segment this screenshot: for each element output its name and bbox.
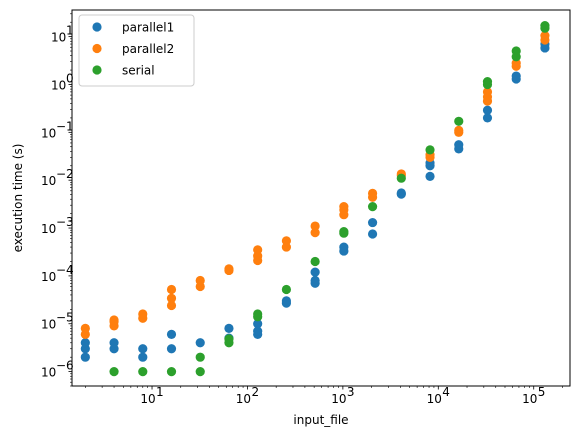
- y-tick-label: 10: [41, 126, 56, 140]
- legend-marker-parallel2: [92, 43, 102, 54]
- data-point-parallel1: [482, 105, 493, 115]
- y-tick-exponent: −5: [56, 311, 74, 325]
- data-point-parallel2: [454, 125, 464, 135]
- y-tick-exponent: −4: [56, 263, 74, 277]
- y-tick-label: 10: [41, 222, 56, 236]
- x-tick-label: 10: [140, 392, 155, 406]
- data-point-parallel2: [253, 245, 263, 255]
- legend-marker-parallel1: [92, 22, 102, 32]
- data-point-serial: [310, 256, 320, 267]
- x-axis-label: input_file: [293, 413, 348, 427]
- y-tick-exponent: −2: [56, 167, 74, 181]
- x-tick-label: 10: [427, 392, 442, 406]
- data-point-parallel1: [253, 326, 263, 336]
- data-point-parallel2: [166, 284, 177, 295]
- data-point-serial: [540, 20, 550, 31]
- legend-box: [78, 14, 195, 87]
- data-point-parallel1: [396, 188, 406, 198]
- data-point-parallel1: [138, 352, 148, 362]
- data-point-parallel2: [511, 58, 521, 68]
- data-point-serial: [253, 309, 263, 319]
- data-point-parallel2: [138, 309, 148, 319]
- x-tick-exponent: 2: [251, 385, 259, 399]
- data-point-serial: [396, 173, 406, 183]
- data-point-parallel1: [482, 113, 493, 123]
- data-point-serial: [224, 334, 234, 344]
- data-point-parallel1: [425, 171, 435, 181]
- y-tick-exponent: −6: [56, 359, 74, 373]
- data-point-parallel1: [310, 267, 320, 277]
- data-point-serial: [195, 366, 205, 377]
- data-point-parallel1: [367, 229, 378, 239]
- data-point-parallel1: [454, 140, 464, 150]
- x-tick-exponent: 4: [442, 385, 450, 399]
- x-tick-label: 10: [236, 392, 251, 406]
- x-tick-exponent: 1: [156, 385, 164, 399]
- x-axis-ticks: 10 1 10 2 10 3 10 4 10 5: [85, 385, 563, 406]
- data-point-parallel1: [195, 338, 205, 348]
- data-point-serial: [482, 76, 493, 87]
- data-point-parallel1: [80, 338, 90, 348]
- x-tick-exponent: 5: [538, 385, 546, 399]
- legend-label-parallel2: parallel2: [122, 42, 174, 56]
- data-point-serial: [166, 366, 177, 377]
- data-point-parallel1: [253, 319, 263, 329]
- x-tick-label: 10: [331, 392, 346, 406]
- y-tick-label: 10: [41, 366, 56, 380]
- data-point-parallel1: [310, 275, 320, 286]
- data-point-parallel2: [224, 264, 234, 274]
- data-point-parallel1: [367, 217, 378, 228]
- data-point-parallel1: [166, 329, 177, 339]
- x-tick-exponent: 3: [347, 385, 355, 399]
- data-point-serial: [511, 46, 521, 56]
- legend: parallel1 parallel2 serial: [78, 14, 195, 87]
- data-point-parallel1: [138, 344, 148, 354]
- y-tick-label: 10: [41, 318, 56, 332]
- data-point-parallel2: [109, 315, 119, 325]
- data-point-parallel2: [482, 87, 493, 97]
- data-point-serial: [195, 352, 205, 362]
- axes-frame: [71, 9, 571, 387]
- data-point-parallel1: [511, 71, 521, 81]
- y-tick-exponent: 0: [66, 71, 74, 85]
- y-tick-label: 10: [51, 31, 66, 45]
- data-point-parallel2: [281, 236, 291, 246]
- data-point-parallel1: [166, 344, 177, 354]
- data-point-serial: [454, 116, 464, 126]
- data-point-serial: [109, 366, 119, 377]
- legend-label-serial: serial: [122, 64, 155, 78]
- legend-label-parallel1: parallel1: [122, 21, 174, 35]
- data-point-parallel2: [540, 31, 550, 41]
- y-tick-label: 10: [51, 78, 66, 92]
- data-point-serial: [339, 227, 349, 237]
- data-point-parallel1: [339, 242, 349, 252]
- data-point-parallel2: [367, 188, 378, 198]
- data-point-parallel2: [166, 293, 177, 303]
- data-point-serial: [367, 202, 378, 212]
- legend-marker-serial: [92, 65, 102, 75]
- x-tick-label: 10: [522, 392, 537, 406]
- data-point-parallel1: [281, 296, 291, 306]
- data-point-parallel2: [195, 275, 205, 286]
- data-point-parallel2: [166, 300, 177, 311]
- data-point-parallel2: [339, 202, 349, 212]
- y-tick-label: 10: [41, 270, 56, 284]
- data-point-serial: [138, 366, 148, 377]
- data-point-parallel1: [224, 323, 234, 333]
- y-tick-exponent: 1: [66, 24, 74, 38]
- y-tick-exponent: −3: [56, 215, 74, 229]
- data-point-serial: [281, 284, 291, 295]
- data-point-serial: [425, 145, 435, 155]
- data-point-parallel2: [310, 221, 320, 231]
- data-point-parallel2: [310, 228, 320, 238]
- data-point-parallel1: [80, 352, 90, 362]
- y-tick-exponent: −1: [56, 119, 74, 133]
- y-axis-label: execution time (s): [11, 144, 25, 253]
- data-point-parallel1: [109, 338, 119, 348]
- data-points: [80, 20, 550, 377]
- data-point-parallel2: [80, 323, 90, 333]
- y-tick-label: 10: [41, 174, 56, 188]
